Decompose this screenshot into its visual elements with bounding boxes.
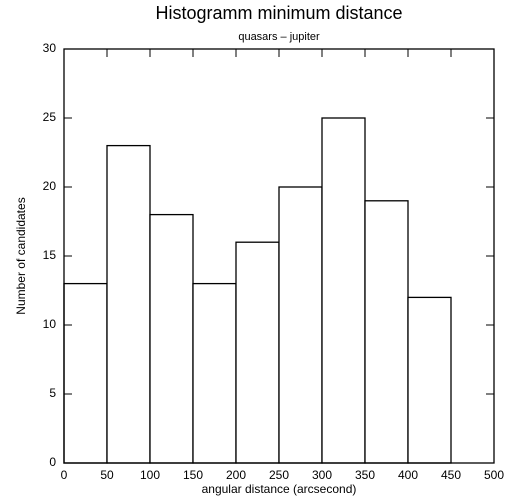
x-tick-label: 300: [312, 468, 332, 482]
x-tick-label: 400: [398, 468, 418, 482]
chart-subtitle: quasars – jupiter: [238, 31, 320, 43]
bar: [149, 213, 194, 464]
x-axis-label: angular distance (arcsecond): [202, 482, 357, 496]
bar: [364, 200, 409, 464]
y-tick-label: 25: [43, 110, 57, 124]
y-tick-label: 30: [43, 41, 57, 55]
x-tick-label: 350: [355, 468, 375, 482]
bar: [321, 117, 366, 464]
bar: [63, 282, 108, 464]
y-tick-label: 0: [49, 455, 56, 469]
x-tick-label: 150: [183, 468, 203, 482]
x-tick-label: 250: [269, 468, 289, 482]
bar: [192, 282, 237, 464]
x-tick-label: 500: [484, 468, 504, 482]
y-tick-label: 15: [43, 248, 57, 262]
bar: [106, 144, 151, 464]
bar: [278, 186, 323, 464]
x-tick-label: 100: [140, 468, 160, 482]
x-tick-label: 50: [100, 468, 114, 482]
bar: [235, 241, 280, 464]
chart-title: Histogramm minimum distance: [155, 3, 402, 23]
x-tick-label: 0: [61, 468, 68, 482]
x-tick-label: 450: [441, 468, 461, 482]
y-tick-label: 5: [49, 386, 56, 400]
y-tick-label: 10: [43, 317, 57, 331]
bar: [407, 296, 452, 464]
x-tick-label: 200: [226, 468, 246, 482]
y-axis-label: Number of candidates: [14, 197, 28, 314]
y-tick-label: 20: [43, 179, 57, 193]
